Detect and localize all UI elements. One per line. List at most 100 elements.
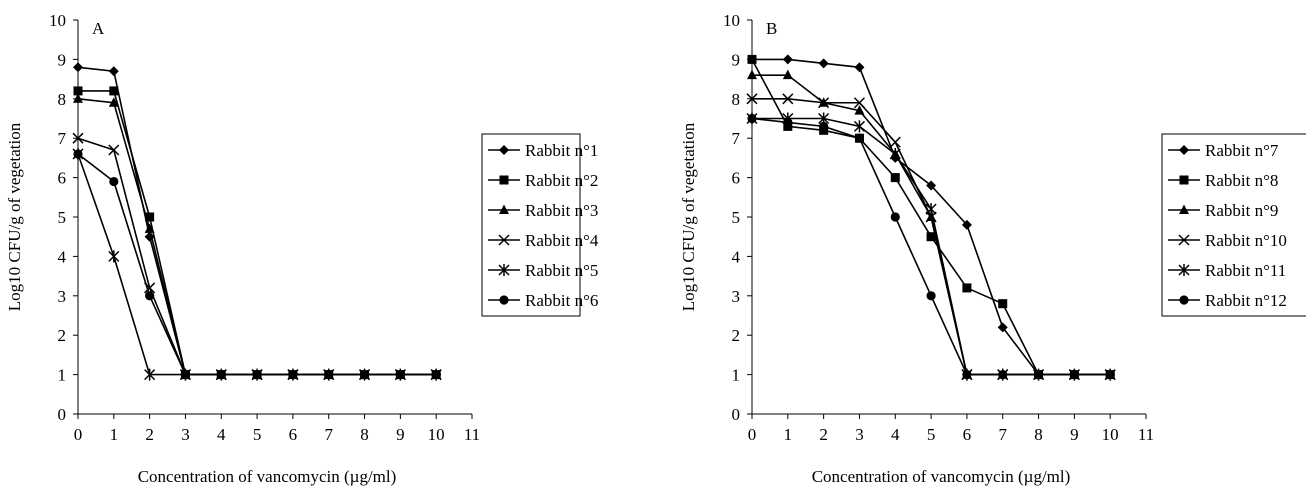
data-point	[998, 370, 1008, 380]
legend-label: Rabbit n°8	[1205, 171, 1278, 190]
data-point	[145, 291, 155, 301]
legend-marker	[499, 204, 509, 214]
y-tick-label: 8	[58, 90, 67, 109]
data-point	[998, 299, 1008, 309]
legend-item: Rabbit n°7	[1168, 141, 1279, 160]
legend-label: Rabbit n°3	[525, 201, 598, 220]
data-point	[782, 54, 793, 65]
y-tick-label: 1	[732, 366, 741, 385]
legend-marker	[498, 264, 510, 276]
data-point	[925, 203, 937, 216]
data-point	[747, 113, 757, 124]
x-tick-label: 9	[396, 425, 405, 444]
data-point	[746, 93, 758, 105]
y-tick-label: 0	[732, 405, 741, 424]
data-point	[324, 370, 334, 380]
series-2	[73, 86, 441, 380]
x-tick-label: 1	[784, 425, 793, 444]
series-6	[747, 113, 1115, 380]
series-5	[746, 112, 1116, 381]
x-tick-label: 4	[891, 425, 900, 444]
y-tick-label: 2	[58, 326, 67, 345]
x-tick-label: 6	[963, 425, 972, 444]
y-tick-label: 2	[732, 326, 741, 345]
data-point	[1069, 370, 1079, 380]
y-tick-label: 6	[58, 169, 67, 188]
x-tick-label: 3	[855, 425, 864, 444]
x-tick-label: 5	[927, 425, 936, 444]
data-point	[145, 212, 155, 222]
y-tick-label: 10	[49, 11, 66, 30]
x-tick-label: 9	[1070, 425, 1079, 444]
series-1	[73, 62, 442, 380]
series-line	[77, 153, 437, 376]
legend-label: Rabbit n°11	[1205, 261, 1286, 280]
chart-panel-B: 0 1 2 3 4 5 6 7 8 9 10 0 1 2 3 4 5 6 7 8 9 10 11 B Concentration…	[679, 11, 1306, 486]
data-point	[818, 97, 830, 109]
y-tick-label: 3	[732, 287, 741, 306]
data-point	[1105, 370, 1115, 380]
y-tick-label: 4	[732, 247, 741, 266]
data-point	[108, 144, 120, 156]
chart-panel-A: 0 1 2 3 4 5 6 7 8 9 10 0 1 2 3 4 5 6 7 8 9 10 11 A Concentration…	[5, 11, 599, 486]
data-point	[108, 66, 119, 77]
y-tick-label: 5	[732, 208, 741, 227]
data-point	[431, 370, 441, 380]
legend-item: Rabbit n°9	[1168, 201, 1278, 220]
x-tick-label: 2	[819, 425, 828, 444]
legend-item: Rabbit n°12	[1168, 291, 1287, 310]
series-5	[72, 147, 442, 381]
data-point	[747, 54, 757, 64]
y-tick-label: 10	[723, 11, 740, 30]
data-point	[782, 69, 793, 80]
data-point	[144, 223, 155, 233]
legend: Rabbit n°7 Rabbit n°8 Rabbit n°9 Rabbit n°1…	[1161, 133, 1306, 317]
data-point	[889, 147, 901, 160]
data-point	[925, 211, 937, 223]
legend-item: Rabbit n°5	[488, 261, 598, 280]
y-tick-label: 1	[58, 366, 67, 385]
legend-marker	[1178, 234, 1190, 246]
data-point	[962, 283, 972, 293]
legend-label: Rabbit n°6	[525, 291, 598, 310]
data-point	[854, 62, 865, 73]
series-4	[72, 132, 442, 381]
series-line	[77, 153, 437, 376]
legend: Rabbit n°1 Rabbit n°2 Rabbit n°3 Rabbit n°4…	[481, 133, 599, 317]
data-point	[926, 232, 936, 242]
data-point	[997, 322, 1008, 333]
data-point	[288, 370, 298, 380]
legend-marker	[499, 295, 509, 305]
x-tick-label: 0	[748, 425, 757, 444]
data-point	[395, 370, 405, 380]
x-tick-label: 0	[74, 425, 83, 444]
legend-marker	[498, 234, 510, 246]
x-tick-label: 7	[998, 425, 1007, 444]
x-tick-label: 6	[289, 425, 298, 444]
legend-marker	[1179, 295, 1189, 305]
legend-marker	[1178, 264, 1190, 276]
y-tick-label: 8	[732, 90, 741, 109]
legend-label: Rabbit n°4	[525, 231, 599, 250]
y-tick-label: 5	[58, 208, 67, 227]
y-tick-label: 9	[58, 50, 67, 69]
data-point	[109, 176, 119, 187]
series-3	[747, 69, 1116, 379]
data-point	[1033, 370, 1044, 380]
x-tick-label: 3	[181, 425, 190, 444]
data-point	[144, 368, 156, 381]
data-point	[926, 291, 936, 301]
legend-label: Rabbit n°9	[1205, 201, 1278, 220]
data-point	[890, 173, 900, 183]
data-point	[73, 93, 83, 103]
data-point	[72, 132, 84, 144]
data-point	[854, 133, 865, 143]
series-line	[78, 90, 437, 376]
legend-item: Rabbit n°6	[488, 291, 598, 310]
series-6	[73, 149, 441, 380]
legend-item: Rabbit n°3	[488, 201, 598, 220]
legend-label: Rabbit n°5	[525, 261, 598, 280]
legend-marker	[1179, 175, 1189, 185]
data-point	[962, 370, 972, 380]
legend-marker	[499, 175, 509, 185]
